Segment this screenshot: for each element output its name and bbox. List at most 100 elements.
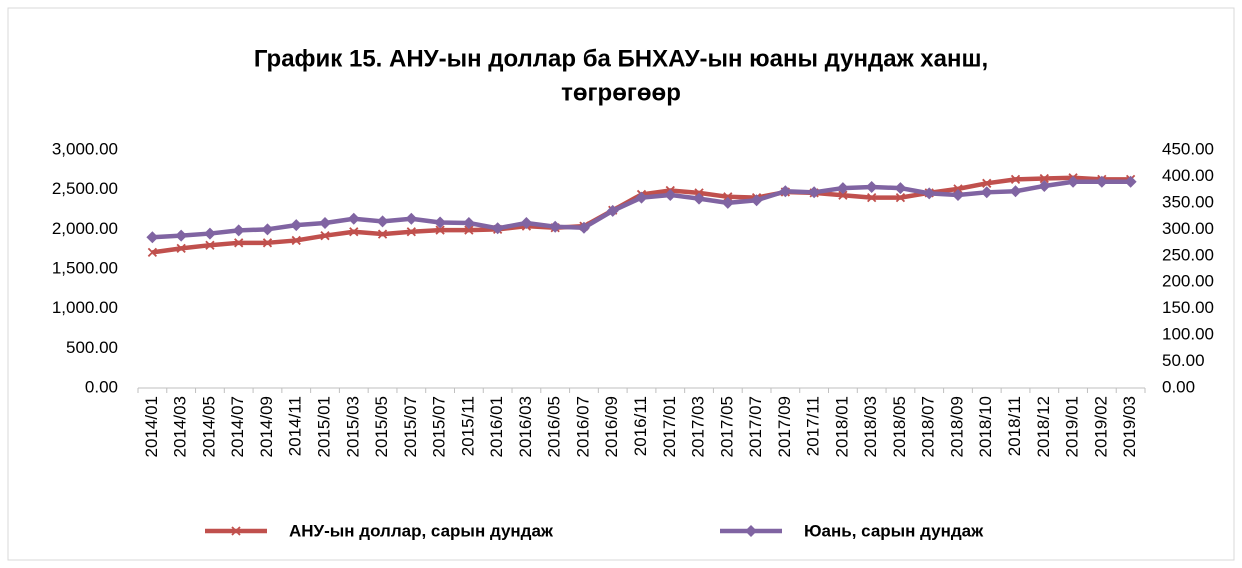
marker — [549, 220, 562, 233]
marker — [376, 215, 389, 228]
x-tick-label: 2018/12 — [1034, 396, 1053, 457]
x-tick-label: 2014/11 — [286, 396, 305, 456]
marker — [1038, 179, 1051, 192]
x-tick-label: 2018/05 — [890, 396, 909, 457]
marker — [176, 243, 186, 254]
marker — [1009, 185, 1022, 198]
marker — [147, 247, 158, 257]
x-tick-label: 2015/07 — [430, 396, 449, 457]
marker — [721, 196, 734, 209]
marker — [635, 191, 648, 204]
marker — [982, 178, 992, 188]
y-tick-label: 500.00 — [66, 338, 118, 357]
marker — [347, 212, 360, 225]
marker — [349, 227, 359, 237]
chart-title: График 15. АНУ-ын доллар ба БНХАУ-ын юан… — [254, 45, 988, 72]
marker — [723, 192, 733, 202]
marker — [234, 238, 244, 248]
marker — [231, 526, 241, 536]
marker — [980, 186, 993, 199]
x-tick-label: 2017/03 — [689, 396, 708, 457]
marker — [1095, 175, 1108, 188]
marker — [693, 192, 706, 205]
marker — [1124, 175, 1137, 188]
marker — [838, 190, 848, 200]
x-tick-label: 2016/11 — [631, 396, 650, 456]
x-tick-label: 2016/05 — [545, 396, 564, 457]
y-tick-label: 0.00 — [85, 377, 118, 396]
marker — [320, 231, 330, 241]
x-tick-label: 2017/07 — [746, 396, 765, 457]
marker — [750, 194, 763, 207]
x-tick-label: 2019/03 — [1120, 396, 1139, 457]
marker — [895, 192, 906, 203]
marker — [1039, 173, 1049, 184]
marker — [377, 229, 388, 239]
marker — [261, 223, 274, 236]
y2-tick-label: 50.00 — [1162, 351, 1205, 370]
y2-tick-label: 300.00 — [1162, 219, 1214, 238]
y-tick-label: 1,500.00 — [52, 258, 118, 277]
x-tick-label: 2016/01 — [487, 396, 506, 457]
marker — [291, 235, 301, 246]
marker — [290, 219, 303, 232]
marker — [836, 182, 849, 195]
legend-label: АНУ-ын доллар, сарын дундаж — [289, 521, 554, 540]
marker — [779, 185, 792, 198]
y2-tick-label: 200.00 — [1162, 272, 1214, 291]
marker — [808, 186, 821, 199]
y-tick-label: 2,000.00 — [52, 219, 118, 238]
x-tick-label: 2017/05 — [717, 396, 736, 457]
marker — [405, 212, 418, 225]
marker — [232, 224, 245, 237]
marker — [1067, 175, 1080, 188]
x-tick-label: 2015/07 — [401, 396, 420, 457]
chart-frame — [7, 7, 1235, 561]
marker — [491, 222, 504, 235]
x-tick-label: 2018/07 — [919, 396, 938, 457]
marker — [406, 227, 416, 237]
marker — [435, 225, 445, 235]
x-tick-label: 2016/07 — [573, 396, 592, 457]
x-tick-label: 2017/01 — [660, 396, 679, 457]
x-tick-label: 2014/07 — [228, 396, 247, 457]
x-tick-label: 2019/02 — [1091, 396, 1110, 457]
y2-tick-label: 250.00 — [1162, 245, 1214, 264]
marker — [205, 240, 215, 250]
marker — [462, 216, 475, 229]
marker — [867, 192, 877, 203]
marker — [951, 188, 964, 201]
marker — [319, 216, 332, 229]
marker — [203, 227, 216, 240]
marker — [953, 184, 963, 194]
y2-tick-label: 450.00 — [1162, 139, 1214, 158]
x-tick-label: 2015/03 — [343, 396, 362, 457]
x-tick-label: 2015/05 — [372, 396, 391, 457]
x-tick-label: 2014/03 — [171, 396, 190, 457]
marker — [745, 525, 757, 537]
x-tick-label: 2014/05 — [199, 396, 218, 457]
y-tick-label: 1,000.00 — [52, 298, 118, 317]
marker — [894, 182, 907, 195]
x-tick-label: 2019/01 — [1063, 396, 1082, 457]
marker — [520, 216, 533, 229]
y2-tick-label: 150.00 — [1162, 298, 1214, 317]
x-tick-label: 2018/10 — [976, 396, 995, 457]
y2-tick-label: 100.00 — [1162, 325, 1214, 344]
x-tick-label: 2016/03 — [516, 396, 535, 457]
marker — [664, 188, 677, 201]
x-tick-label: 2018/03 — [861, 396, 880, 457]
x-tick-label: 2017/11 — [804, 396, 823, 456]
marker — [434, 216, 447, 229]
y-tick-label: 2,500.00 — [52, 179, 118, 198]
x-tick-label: 2018/11 — [1005, 396, 1024, 456]
marker — [865, 181, 878, 194]
y-tick-label: 3,000.00 — [52, 139, 118, 158]
y2-tick-label: 350.00 — [1162, 192, 1214, 211]
chart-title: төгрөгөөр — [561, 79, 681, 106]
x-tick-label: 2018/09 — [947, 396, 966, 457]
marker — [577, 221, 590, 234]
legend-label: Юань, сарын дундаж — [804, 521, 984, 540]
marker — [146, 231, 159, 244]
